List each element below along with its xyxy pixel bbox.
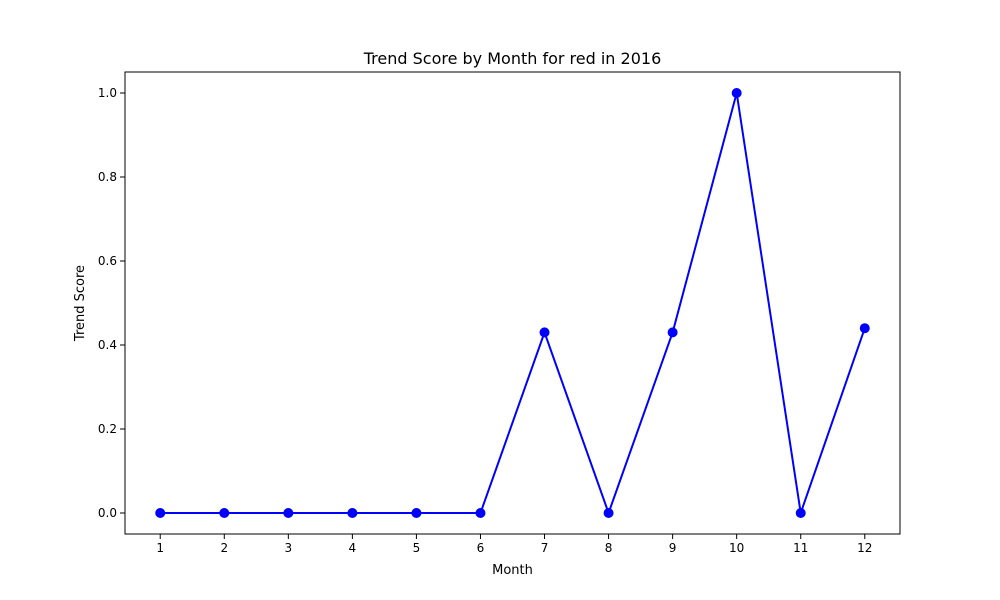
data-point [155,508,166,518]
x-tick-label: 12 [857,541,872,555]
x-tick-label: 8 [605,541,613,555]
y-tick-label: 0.4 [98,338,117,352]
chart-title: Trend Score by Month for red in 2016 [363,49,662,68]
data-point [859,323,870,334]
data-point [731,88,742,98]
y-axis-label: Trend Score [73,265,88,342]
x-tick-label: 1 [156,541,164,555]
y-tick-label: 0.6 [98,254,117,268]
x-tick-label: 11 [793,541,808,555]
x-tick-label: 3 [285,541,293,555]
y-tick-label: 0.8 [98,170,117,184]
data-point [219,508,230,518]
x-tick-label: 9 [669,541,677,555]
data-point [603,508,614,518]
x-tick-label: 7 [541,541,549,555]
data-point [347,508,358,518]
x-axis-label: Month [492,563,533,578]
y-tick-label: 0.0 [98,506,117,520]
data-point [795,508,806,518]
data-point [667,327,678,338]
x-tick-label: 2 [220,541,228,555]
y-tick-label: 0.2 [98,422,117,436]
data-point [411,508,422,518]
data-point [283,508,294,518]
series-line [160,92,866,516]
x-tick-label: 5 [413,541,421,555]
plot-area: 1 2 3 4 5 6 7 8 9 10 11 120.00.20.40.60.81.0 [98,71,901,555]
x-tick-label: 6 [477,541,485,555]
data-point [475,508,486,518]
x-tick-label: 4 [349,541,357,555]
x-tick-label: 10 [729,541,744,555]
data-point [539,327,550,338]
plot-frame [124,71,901,535]
y-tick-label: 1.0 [98,86,117,100]
